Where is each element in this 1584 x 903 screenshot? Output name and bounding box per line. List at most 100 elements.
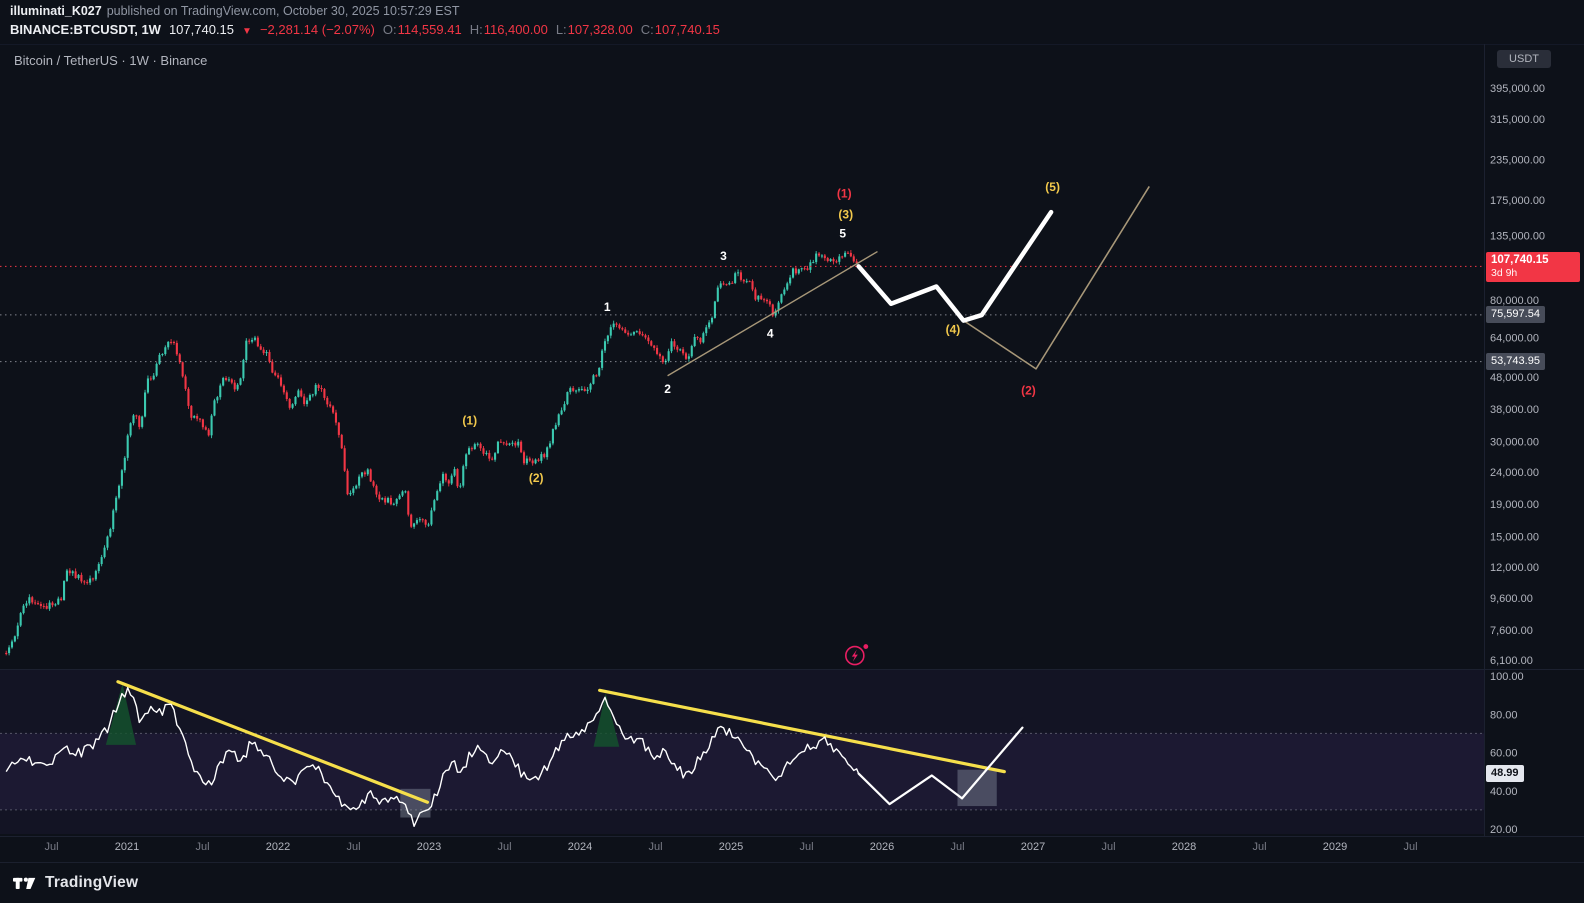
ohlc-open: O: 114,559.41 — [383, 22, 462, 37]
time-tick-label: Jul — [1252, 841, 1266, 853]
time-tick-label: 2025 — [719, 841, 743, 853]
chart-legend[interactable]: Bitcoin / TetherUS · 1W · Binance — [14, 53, 208, 68]
time-tick-label: Jul — [1403, 841, 1417, 853]
rsi-value-badge: 48.99 — [1486, 764, 1524, 782]
rsi-trendline — [598, 688, 1006, 774]
price-tick-label: 315,000.00 — [1490, 114, 1545, 126]
time-tick-label: Jul — [950, 841, 964, 853]
rsi-tick-label: 60.00 — [1490, 748, 1518, 760]
time-tick-label: 2023 — [417, 841, 441, 853]
high-label: H: — [469, 22, 483, 37]
wave-labels[interactable]: 1 2 3 4 5 (1) (2) (3) (4) (5) (1) (2) — [462, 180, 1060, 485]
time-tick-label: 2021 — [115, 841, 139, 853]
time-tick-label: 2022 — [266, 841, 290, 853]
wave-label: (4) — [946, 322, 961, 336]
pane-separators — [0, 44, 1584, 837]
publish-info-row: illuminati_K027 published on TradingView… — [10, 4, 459, 18]
price-tick-label: 30,000.00 — [1490, 437, 1539, 449]
time-tick-label: 2027 — [1021, 841, 1045, 853]
time-tick-label: Jul — [44, 841, 58, 853]
ohlc-close: C: 107,740.15 — [641, 22, 720, 37]
trendlines[interactable] — [667, 185, 1150, 377]
lightning-marker-icon[interactable] — [845, 644, 869, 666]
wave-label: (2) — [529, 471, 544, 485]
rsi-green-zone — [105, 683, 137, 745]
ohlc-low: L: 107,328.00 — [556, 22, 633, 37]
rsi-tick-label: 80.00 — [1490, 709, 1518, 721]
close-label: C: — [640, 22, 654, 37]
rsi-tick-label: 20.00 — [1490, 824, 1518, 836]
price-tick-label: 24,000.00 — [1490, 467, 1539, 479]
time-tick-label: 2029 — [1323, 841, 1347, 853]
level-badge-75597: 75,597.54 — [1486, 305, 1545, 323]
wave-label: 5 — [839, 226, 846, 240]
time-tick-label: Jul — [195, 841, 209, 853]
rsi-tick-label: 100.00 — [1490, 671, 1524, 683]
price-tick-label: 175,000.00 — [1490, 195, 1545, 207]
low-label: L: — [555, 22, 567, 37]
time-axis[interactable]: Jul 2021 Jul 2022 Jul 2023 Jul 2024 Jul 2025 Jul 20… — [44, 841, 1417, 853]
price-tick-label: 38,000.00 — [1490, 404, 1539, 416]
wave-label: (1) — [462, 413, 477, 427]
open-label: O: — [382, 22, 397, 37]
close-value: 107,740.15 — [654, 22, 720, 37]
author-username[interactable]: illuminati_K027 — [10, 4, 102, 18]
price-level-lines[interactable] — [0, 265, 1484, 363]
wave-label: 3 — [720, 249, 727, 263]
time-tick-label: 2026 — [870, 841, 894, 853]
bar-countdown: 3d 9h — [1491, 267, 1518, 280]
ohlc-high: H: 116,400.00 — [470, 22, 548, 37]
footer-bar: TradingView — [0, 862, 1584, 903]
low-value: 107,328.00 — [567, 22, 633, 37]
open-value: 114,559.41 — [397, 22, 462, 37]
tradingview-logo-icon[interactable] — [13, 875, 37, 891]
high-value: 116,400.00 — [483, 22, 548, 37]
wave-label: (1) — [837, 187, 852, 201]
rsi-pane[interactable] — [0, 680, 1484, 828]
main-price-badge: 107,740.15 3d 9h — [1486, 252, 1580, 283]
main-price-badge-value: 107,740.15 — [1491, 254, 1549, 267]
wave-label: 4 — [767, 327, 774, 341]
time-tick-label: 2028 — [1172, 841, 1196, 853]
time-tick-label: Jul — [497, 841, 511, 853]
tradingview-wordmark[interactable]: TradingView — [45, 874, 139, 891]
price-tick-label: 9,600.00 — [1490, 593, 1533, 605]
rsi-green-zone — [593, 693, 620, 747]
price-tick-label: 235,000.00 — [1490, 154, 1545, 166]
price-tick-label: 395,000.00 — [1490, 83, 1545, 95]
wave-label: (5) — [1045, 180, 1060, 194]
currency-toggle[interactable]: USDT — [1497, 50, 1551, 68]
time-tick-label: Jul — [346, 841, 360, 853]
symbol-title[interactable]: BINANCE:BTCUSDT, 1W — [10, 22, 161, 37]
rsi-tick-label: 40.00 — [1490, 786, 1518, 798]
price-tick-label: 135,000.00 — [1490, 230, 1545, 242]
price-change: −2,281.14 (−2.07%) — [259, 22, 375, 37]
wave-label: 2 — [664, 382, 671, 396]
rsi-trendline — [116, 680, 430, 804]
price-down-arrow-icon: ▼ — [242, 26, 252, 37]
price-tick-label: 7,600.00 — [1490, 625, 1533, 637]
time-tick-label: Jul — [648, 841, 662, 853]
price-tick-label: 48,000.00 — [1490, 372, 1539, 384]
time-tick-label: 2024 — [568, 841, 592, 853]
rsi-highlight-box — [957, 769, 997, 807]
wave-label: (3) — [838, 208, 853, 222]
rsi-projection-line — [857, 726, 1024, 806]
price-tick-label: 15,000.00 — [1490, 532, 1539, 544]
price-tick-label: 80,000.00 — [1490, 295, 1539, 307]
white-projection-path[interactable] — [856, 209, 1054, 323]
time-tick-label: Jul — [1101, 841, 1115, 853]
wave-label: (2) — [1021, 384, 1036, 398]
symbol-info-row: BINANCE:BTCUSDT, 1W 107,740.15 ▼ −2,281.… — [10, 22, 720, 37]
price-tick-label: 19,000.00 — [1490, 499, 1539, 511]
wave-label: 1 — [604, 300, 611, 314]
candlestick-series[interactable] — [5, 250, 858, 656]
level-badge-53743: 53,743.95 — [1486, 352, 1545, 370]
pane-backgrounds — [0, 670, 1484, 834]
price-tick-label: 64,000.00 — [1490, 333, 1539, 345]
rsi-line — [5, 686, 860, 828]
last-price-value: 107,740.15 — [168, 22, 235, 37]
price-axis[interactable]: 395,000.00 315,000.00 235,000.00 175,000.00… — [1490, 83, 1545, 836]
